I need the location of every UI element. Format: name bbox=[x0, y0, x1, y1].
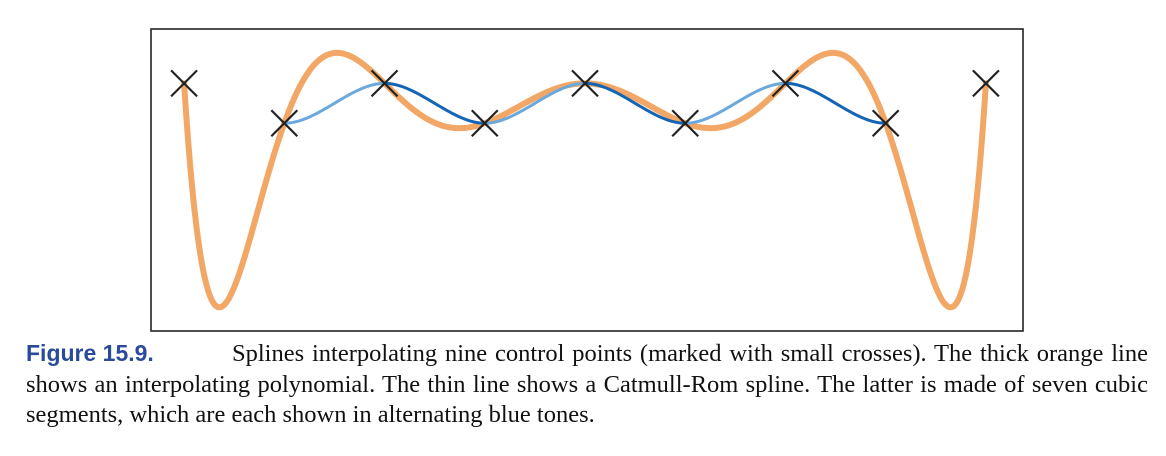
cross-stroke bbox=[571, 69, 599, 98]
control-point-marker bbox=[771, 69, 800, 98]
control-point-marker bbox=[470, 109, 499, 138]
cross-stroke bbox=[771, 69, 800, 98]
polynomial-curve bbox=[181, 49, 989, 311]
control-point-marker bbox=[571, 69, 599, 98]
catmull-rom-segment-3 bbox=[483, 81, 587, 125]
control-point-marker bbox=[170, 69, 198, 98]
catmull-rom-segment-1 bbox=[282, 81, 387, 125]
caption-label: Figure 15.9. bbox=[26, 340, 154, 366]
cross-stroke bbox=[170, 69, 198, 98]
caption-text: Splines interpolating nine control point… bbox=[26, 340, 1148, 428]
cross-stroke bbox=[671, 109, 700, 138]
catmull-rom-segment-2 bbox=[383, 81, 487, 125]
control-point-marker bbox=[671, 109, 700, 138]
cross-stroke bbox=[871, 109, 900, 138]
control-point-marker bbox=[370, 69, 399, 98]
catmull-rom-segment-6 bbox=[783, 81, 888, 125]
catmull-rom-segment-5 bbox=[683, 81, 787, 125]
cross-stroke bbox=[370, 69, 399, 98]
control-point-marker bbox=[972, 69, 1000, 98]
cross-stroke bbox=[972, 69, 1000, 98]
figure-caption: Figure 15.9. Splines interpolating nine c… bbox=[26, 338, 1148, 431]
cross-stroke bbox=[470, 109, 499, 138]
control-point-marker bbox=[871, 109, 900, 138]
plot-frame bbox=[150, 28, 1024, 332]
catmull-rom-segment-4 bbox=[583, 81, 687, 125]
plot-area bbox=[170, 49, 1000, 311]
cross-stroke bbox=[270, 109, 299, 138]
control-point-marker bbox=[270, 109, 299, 138]
spline-chart bbox=[150, 28, 1024, 332]
